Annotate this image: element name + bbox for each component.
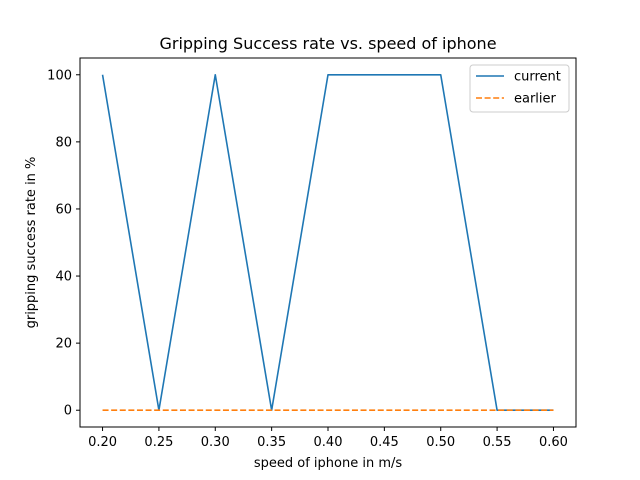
x-tick-label: 0.35 (257, 435, 286, 450)
x-tick-label: 0.20 (88, 435, 117, 450)
legend-label-current: current (514, 70, 561, 85)
x-tick-label: 0.30 (201, 435, 230, 450)
x-tick-label: 0.45 (370, 435, 399, 450)
chart-title: Gripping Success rate vs. speed of iphon… (159, 34, 496, 53)
y-tick-label: 20 (55, 337, 72, 352)
y-tick-label: 80 (55, 135, 72, 150)
x-tick-label: 0.55 (483, 435, 512, 450)
y-tick-label: 40 (55, 270, 72, 285)
series-line-current (101, 73, 554, 412)
y-tick-label: 60 (55, 202, 72, 217)
x-tick-label: 0.60 (539, 435, 568, 450)
x-axis-label: speed of iphone in m/s (254, 456, 403, 471)
y-axis-label: gripping success rate in % (24, 157, 39, 329)
y-tick-label: 0 (64, 404, 72, 419)
plot-frame (79, 57, 577, 428)
x-tick-label: 0.25 (144, 435, 173, 450)
x-tick-label: 0.40 (314, 435, 343, 450)
x-axis-ticks: 0.20 0.25 0.30 0.35 0.40 0.45 0.50 0.55 0.60 (88, 427, 568, 450)
legend-label-earlier: earlier (514, 92, 557, 107)
y-axis-ticks: 0 20 40 60 80 100 (47, 68, 80, 419)
y-tick-label: 100 (47, 68, 72, 83)
x-tick-label: 0.50 (426, 435, 455, 450)
plot-layer (101, 73, 554, 412)
legend: current earlier (469, 64, 570, 113)
